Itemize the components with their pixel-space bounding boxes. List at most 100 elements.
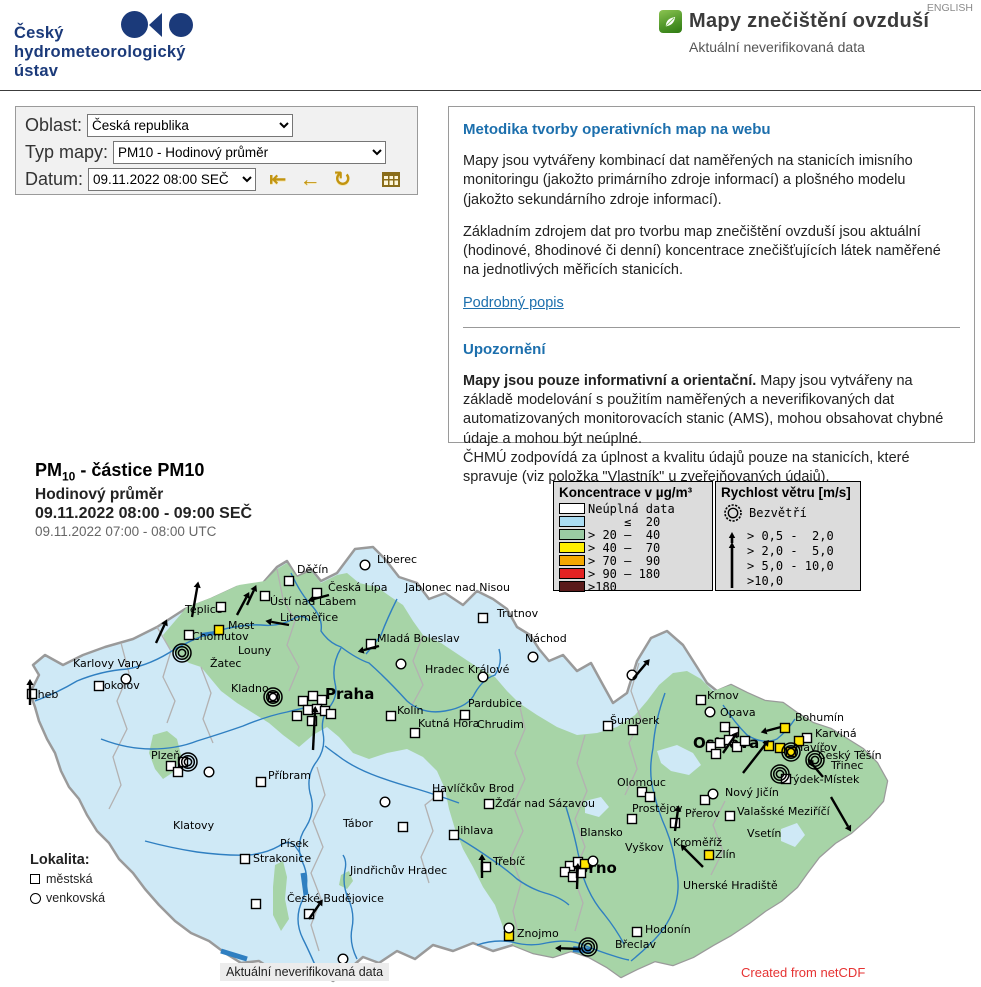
- wind-vector-arrow: [271, 620, 290, 627]
- map-credit: Created from netCDF: [741, 965, 866, 980]
- station-marker-urban-yellow: [785, 746, 797, 758]
- wind-vector-arrow: [245, 589, 255, 606]
- station-marker-urban: [710, 748, 722, 760]
- wind-vector-arrowhead: [680, 844, 688, 852]
- wind-legend-row: > 2,0 - 5,0: [727, 543, 855, 558]
- station-marker-urban-yellow: [213, 624, 225, 636]
- station-marker-urban: [719, 721, 731, 733]
- wind-vector-arrow: [683, 847, 704, 868]
- logo-circle-icon: [121, 11, 148, 38]
- rural-station-icon: [30, 892, 41, 904]
- map-city-label: Karlovy Vary: [73, 657, 143, 670]
- legend-row-label: > 70 – 90: [588, 553, 661, 568]
- calm-legend-row: Bezvětří: [723, 502, 855, 524]
- station-marker-rural: [203, 766, 215, 778]
- map-city-label: Žďár nad Sázavou: [495, 797, 595, 810]
- map-city-label: Třebíč: [492, 855, 525, 868]
- map-city-label: Kutná Hora: [418, 717, 479, 730]
- station-marker-urban: [165, 760, 177, 772]
- station-marker-urban: [432, 790, 444, 802]
- calm-wind-marker: [578, 937, 598, 957]
- wind-legend: Rychlost větru [m/s] Bezvětří > 0,5 - 2,…: [715, 481, 861, 591]
- legend-row-label: Neúplná data: [588, 501, 675, 516]
- station-marker-rural: [395, 658, 407, 670]
- legend-color-swatch: [559, 503, 585, 514]
- map-city-label: Bohumín: [795, 711, 844, 724]
- wind-vector-arrowhead: [762, 739, 769, 747]
- map-city-label: Břeclav: [615, 938, 656, 951]
- calm-wind-marker: [172, 643, 192, 663]
- oblast-select[interactable]: Česká republika: [87, 114, 294, 137]
- methodology-panel: Metodika tvorby operativních map na webu…: [448, 106, 975, 485]
- wind-vector-arrowhead: [674, 805, 682, 812]
- station-marker-urban: [483, 798, 495, 810]
- station-marker-rural: [503, 922, 515, 934]
- wind-vector-arrow: [673, 811, 679, 832]
- page-subtitle: Aktuální neverifikovaná data: [689, 39, 865, 55]
- wind-vector-arrowhead: [265, 618, 272, 626]
- calm-wind-marker: [268, 692, 278, 702]
- refresh-button[interactable]: ↻: [333, 167, 352, 191]
- wind-row-label: > 0,5 - 2,0: [747, 529, 834, 543]
- station-marker-urban: [626, 813, 638, 825]
- calm-wind-marker: [580, 939, 596, 955]
- map-city-label: Frýdek-Místek: [783, 773, 860, 786]
- warning-bold-text: Mapy jsou pouze informativní a orientačn…: [463, 372, 757, 389]
- wind-vector-arrowhead: [643, 659, 650, 666]
- map-city-label: Chomutov: [192, 630, 249, 643]
- calendar-icon[interactable]: [382, 172, 400, 187]
- station-marker-urban: [409, 727, 421, 739]
- map-city-label: Tábor: [342, 817, 373, 830]
- wind-vector-arrowhead: [807, 758, 815, 766]
- calm-wind-marker: [781, 742, 801, 762]
- station-marker-rural: [587, 855, 599, 867]
- wind-vector-arrow: [742, 743, 767, 774]
- wind-vector-arrow: [235, 596, 248, 616]
- date-label: Datum:: [25, 169, 84, 189]
- map-city-label: Žatec: [210, 657, 241, 670]
- map-city-label: Šumperk: [610, 714, 660, 727]
- first-date-button[interactable]: ⇤: [269, 167, 287, 191]
- wind-legend-row: >10,0: [727, 573, 855, 588]
- calm-wind-marker: [180, 754, 196, 770]
- calm-wind-marker: [775, 769, 785, 779]
- wind-vector-arrow: [363, 644, 380, 652]
- wind-legend-title: Rychlost větru [m/s]: [721, 485, 851, 500]
- station-marker-urban: [695, 694, 707, 706]
- station-marker-urban: [731, 741, 743, 753]
- map-city-label: Vsetín: [747, 827, 781, 840]
- rural-label: venkovská: [46, 891, 106, 905]
- wind-vector-arrowhead: [316, 899, 323, 907]
- map-city-label: Plzeň: [151, 749, 180, 762]
- language-switch-english[interactable]: ENGLISH: [926, 2, 973, 14]
- previous-date-button[interactable]: ←: [299, 167, 321, 191]
- warning-line2: ČHMÚ zodpovídá za úplnost a kvalitu údaj…: [463, 449, 910, 486]
- map-type-select[interactable]: PM10 - Hodinový průměr: [113, 141, 387, 164]
- map-city-label: Valašské Meziříčí: [737, 805, 831, 818]
- date-select[interactable]: 09.11.2022 08:00 SEČ: [88, 168, 257, 191]
- station-marker-urban: [255, 776, 267, 788]
- wind-vector-arrowhead: [555, 944, 562, 952]
- station-markers: [26, 559, 852, 965]
- wind-vector-arrowhead: [250, 585, 258, 593]
- page-title: Mapy znečištění ovzduší: [689, 10, 930, 32]
- station-marker-rural: [379, 796, 391, 808]
- station-marker-urban: [739, 735, 751, 747]
- methodology-heading: Metodika tvorby operativních map na webu: [463, 121, 771, 138]
- map-title-line2: Hodinový průměr: [35, 485, 164, 503]
- concentration-legend-row: > 70 – 90: [559, 553, 707, 568]
- legend-color-swatch: [559, 555, 585, 566]
- station-marker-urban: [459, 709, 471, 721]
- station-marker-urban: [631, 926, 643, 938]
- concentration-legend-row: ≤ 20: [559, 515, 707, 529]
- legend-color-swatch: [559, 581, 585, 592]
- legend-color-swatch: [559, 529, 585, 540]
- station-marker-rural: [527, 651, 539, 663]
- station-marker-urban: [259, 590, 271, 602]
- map-title-line1: PM10 - částice PM10: [35, 460, 205, 484]
- station-marker-urban: [602, 720, 614, 732]
- detailed-description-link[interactable]: Podrobný popis: [463, 294, 564, 311]
- logo-line: Český: [14, 24, 64, 42]
- logo-halfdisc-icon: [149, 13, 162, 37]
- concentration-legend-row: > 40 – 70: [559, 541, 707, 555]
